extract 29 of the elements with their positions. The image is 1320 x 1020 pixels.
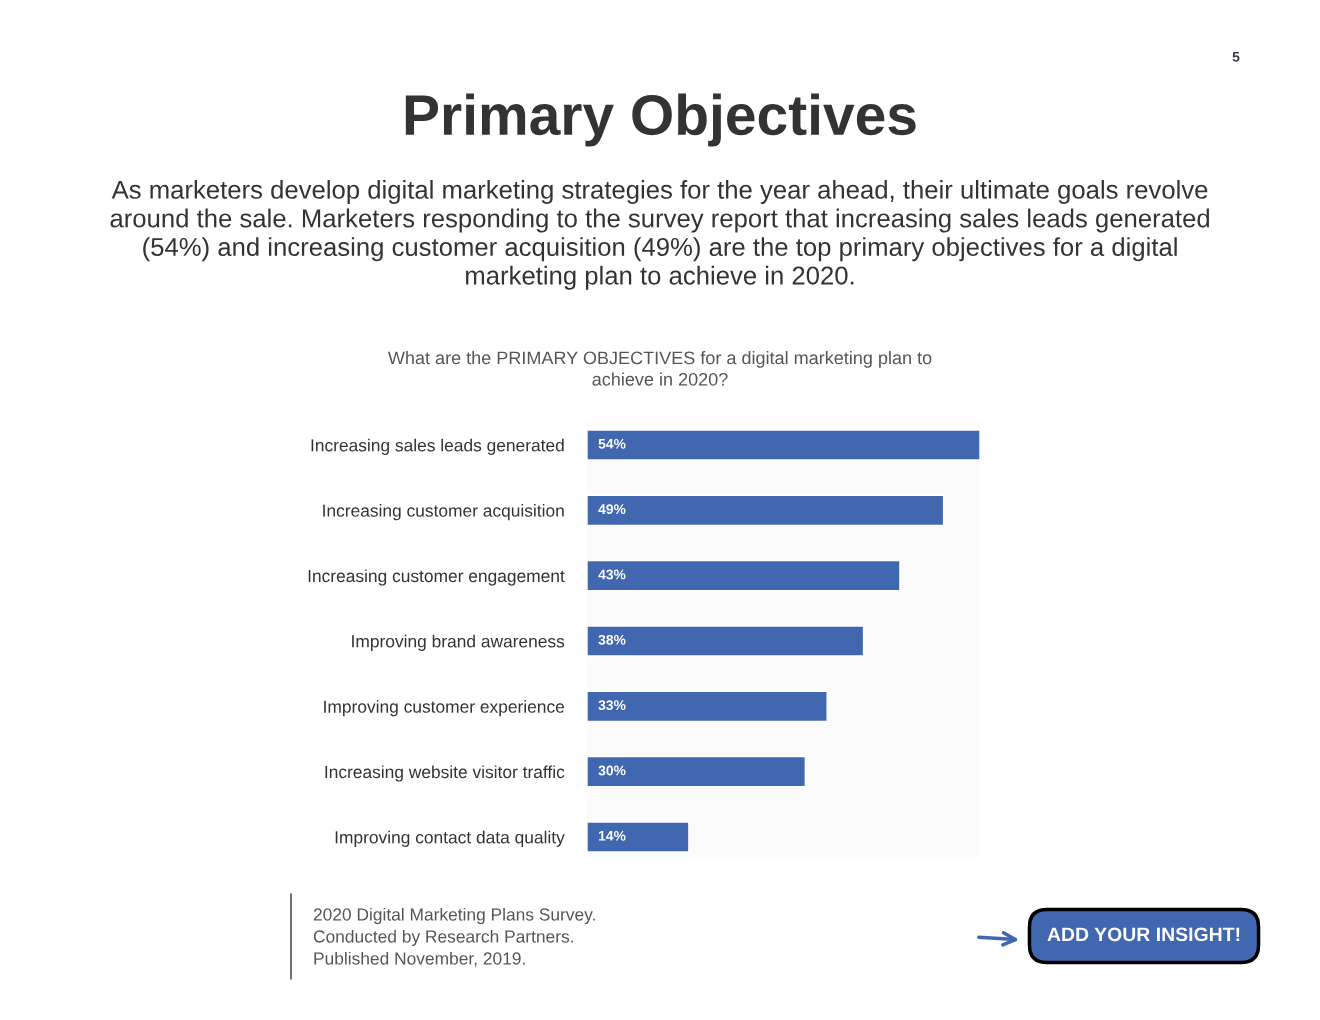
y-tick-label: Increasing customer engagement	[308, 569, 565, 586]
text: 2020 Digital Marketing Plans Survey.	[313, 907, 595, 925]
text: What are the PRIMARY OBJECTIVES for a digital marketing plan to achieve in 2020?	[387, 351, 932, 386]
bar	[587, 429, 980, 461]
data-label: 49%	[598, 504, 626, 515]
y-tick-label: Increasing customer acquisition	[323, 504, 564, 521]
text: ADD YOUR INSIGHT!	[1047, 927, 1240, 942]
bar	[587, 559, 901, 592]
y-tick-label: Improving contact data quality	[335, 830, 565, 847]
y-tick-label: Improving customer experience	[324, 700, 565, 717]
bar	[587, 494, 945, 527]
bar	[587, 690, 828, 723]
y-tick-label: Increasing website visitor traffic	[325, 765, 565, 782]
data-label: 30%	[598, 765, 626, 776]
bar	[587, 755, 807, 788]
text: Published November, 2019.	[314, 951, 525, 967]
y-tick-label: Improving brand awareness	[352, 634, 565, 651]
text: 5	[1232, 52, 1240, 62]
bar	[587, 821, 690, 853]
chart-title: Primary Objectives	[405, 93, 916, 147]
bar	[587, 625, 865, 657]
data-label: 33%	[598, 700, 626, 711]
data-label: 14%	[598, 830, 626, 841]
data-label: 43%	[598, 569, 626, 580]
y-tick-label: Increasing sales leads generated	[311, 438, 564, 455]
data-label: 38%	[598, 634, 626, 645]
text: Conducted by Research Partners.	[313, 929, 573, 947]
data-label: 54%	[598, 438, 626, 449]
chart-subtitle: As marketers develop digital marketing strategies for the year ahead, their ultimate goals revolve around the sale. Marketers responding to the survey report that increasing sales leads generated (54%) and increasing customer acquisition (49%) are the top primary objectives for a digital marketing plan to achieve in 2020.	[110, 180, 1209, 290]
